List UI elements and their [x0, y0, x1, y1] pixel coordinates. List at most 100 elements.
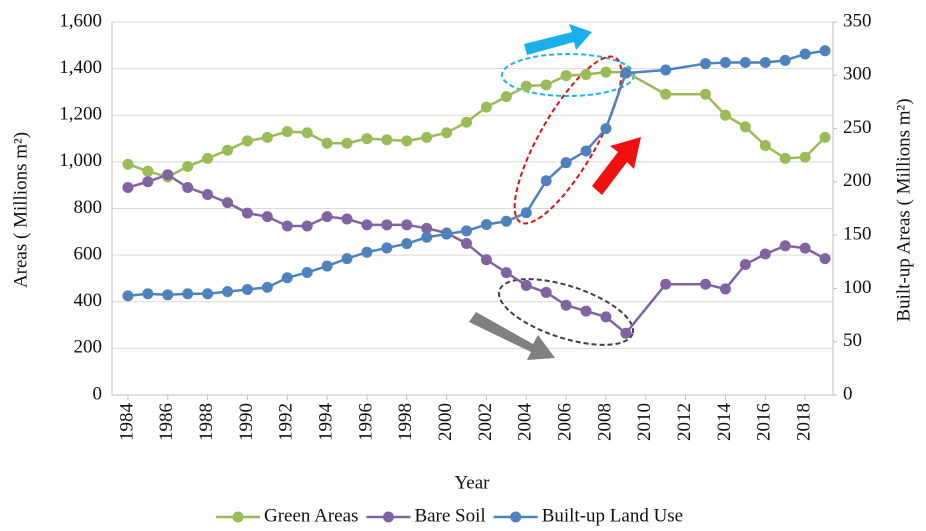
data-point: [182, 288, 194, 300]
data-point: [321, 211, 333, 223]
data-point: [560, 157, 572, 169]
data-point: [719, 56, 731, 68]
highlight-ellipse: [513, 55, 623, 225]
data-point: [779, 152, 791, 164]
data-point: [222, 144, 234, 156]
data-point: [321, 137, 333, 149]
y2-tick-label: 50: [843, 330, 862, 351]
data-point: [281, 126, 293, 138]
data-point: [819, 253, 831, 265]
x-tick-label: 2008: [594, 403, 615, 441]
y2-tick-label: 0: [843, 383, 853, 404]
data-point: [241, 135, 253, 147]
data-point: [381, 219, 393, 231]
y2-tick-label: 100: [843, 277, 872, 298]
data-point: [500, 91, 512, 103]
legend-marker: [382, 511, 394, 523]
data-point: [660, 64, 672, 76]
x-tick-label: 2000: [435, 403, 456, 441]
x-tick-label: 2016: [754, 403, 775, 441]
data-point: [779, 240, 791, 252]
data-point: [341, 137, 353, 149]
y2-tick-label: 350: [843, 10, 872, 31]
data-point: [660, 278, 672, 290]
legend-label: Bare Soil: [414, 505, 485, 526]
data-point: [520, 80, 532, 92]
arrow: [592, 137, 641, 195]
data-point: [480, 101, 492, 113]
data-point: [500, 215, 512, 227]
data-point: [540, 286, 552, 298]
data-point: [540, 175, 552, 187]
data-point: [222, 286, 234, 298]
data-point: [600, 311, 612, 323]
data-point: [281, 272, 293, 284]
data-point: [480, 218, 492, 230]
data-point: [540, 79, 552, 91]
data-point: [301, 266, 313, 278]
x-axis-label: Year: [454, 472, 490, 493]
data-point: [421, 131, 433, 143]
data-point: [759, 140, 771, 152]
data-point: [620, 67, 632, 79]
data-point: [520, 207, 532, 219]
data-point: [321, 260, 333, 272]
data-point: [202, 189, 214, 201]
data-point: [301, 127, 313, 139]
y2-tick-label: 200: [843, 170, 872, 191]
y2-axis-label: Built-up Areas ( Millions m²): [893, 98, 914, 321]
x-tick-label: 2010: [634, 403, 655, 441]
data-point: [222, 197, 234, 209]
data-point: [441, 228, 453, 240]
data-point: [520, 279, 532, 291]
data-point: [739, 258, 751, 270]
data-point: [341, 253, 353, 265]
legend: Green Areas Bare Soil Built-up Land Use: [216, 505, 683, 526]
data-point: [142, 176, 154, 188]
data-point: [122, 290, 134, 302]
x-tick-label: 1996: [355, 403, 376, 441]
data-point: [261, 281, 273, 293]
data-point: [799, 48, 811, 60]
y-tick-label: 1,200: [59, 104, 102, 125]
data-point: [759, 248, 771, 260]
y-tick-label: 1,000: [59, 150, 102, 171]
data-point: [361, 219, 373, 231]
data-point: [560, 299, 572, 311]
data-point: [819, 131, 831, 143]
data-point: [182, 161, 194, 173]
data-point: [580, 145, 592, 157]
series-line: [127, 70, 826, 179]
data-point: [241, 283, 253, 295]
legend-label: Built-up Land Use: [542, 505, 683, 526]
legend-label: Green Areas: [264, 505, 358, 526]
y-tick-label: 1,400: [59, 57, 102, 78]
data-point: [759, 56, 771, 68]
x-tick-label: 2018: [793, 403, 814, 441]
x-tick-label: 1988: [196, 403, 217, 441]
data-point: [560, 70, 572, 82]
data-point: [480, 254, 492, 266]
data-point: [142, 288, 154, 300]
y-tick-label: 0: [93, 383, 103, 404]
data-point: [620, 327, 632, 339]
data-point: [381, 242, 393, 254]
data-point: [261, 131, 273, 143]
data-point: [381, 134, 393, 146]
data-point: [341, 213, 353, 225]
y-axis-label: Areas ( Millions m²): [10, 132, 31, 288]
x-tick-label: 1986: [156, 403, 177, 441]
x-tick-label: 2002: [475, 403, 496, 441]
y-tick-label: 400: [74, 290, 103, 311]
data-point: [361, 246, 373, 258]
data-point: [122, 158, 134, 170]
data-point: [122, 182, 134, 194]
y-tick-label: 200: [74, 337, 103, 358]
data-point: [401, 238, 413, 250]
series-line: [127, 49, 826, 298]
arrow: [524, 24, 592, 55]
data-point: [799, 242, 811, 254]
data-point: [421, 231, 433, 243]
data-point: [162, 289, 174, 301]
